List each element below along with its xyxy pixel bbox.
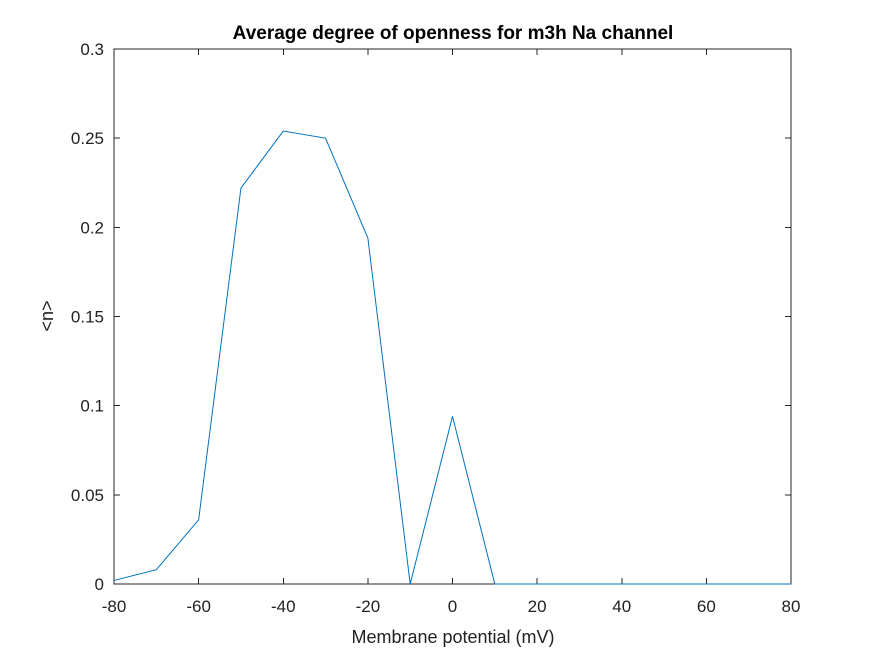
- x-tick-label: -60: [186, 597, 211, 616]
- x-tick-label: -40: [271, 597, 296, 616]
- y-tick-label: 0.3: [80, 40, 104, 59]
- x-tick-label: 20: [528, 597, 547, 616]
- y-tick-label: 0.2: [80, 218, 104, 237]
- x-tick-label: 60: [697, 597, 716, 616]
- series-layer: [113, 130, 791, 585]
- series-line: [113, 130, 791, 585]
- plot-area: [113, 48, 792, 585]
- x-tick-label: 40: [612, 597, 631, 616]
- y-tick-label: 0.1: [80, 397, 104, 416]
- y-tick-label: 0.05: [71, 486, 104, 505]
- chart-title: Average degree of openness for m3h Na ch…: [233, 23, 674, 44]
- x-tick-label: -80: [102, 597, 127, 616]
- x-axis-ticks: -80 -60 -40 -20 0 20 40 60 80: [102, 49, 801, 616]
- x-tick-label: 0: [448, 597, 457, 616]
- x-tick-label: 80: [782, 597, 801, 616]
- y-axis-label: <n>: [37, 300, 57, 331]
- x-tick-label: -20: [356, 597, 381, 616]
- y-tick-label: 0: [95, 575, 104, 594]
- y-axis-ticks: 0 0.05 0.1 0.15 0.2 0.25 0.3: [71, 40, 791, 594]
- x-axis-label: Membrane potential (mV): [351, 627, 554, 647]
- y-tick-label: 0.15: [71, 308, 104, 327]
- y-tick-label: 0.25: [71, 129, 104, 148]
